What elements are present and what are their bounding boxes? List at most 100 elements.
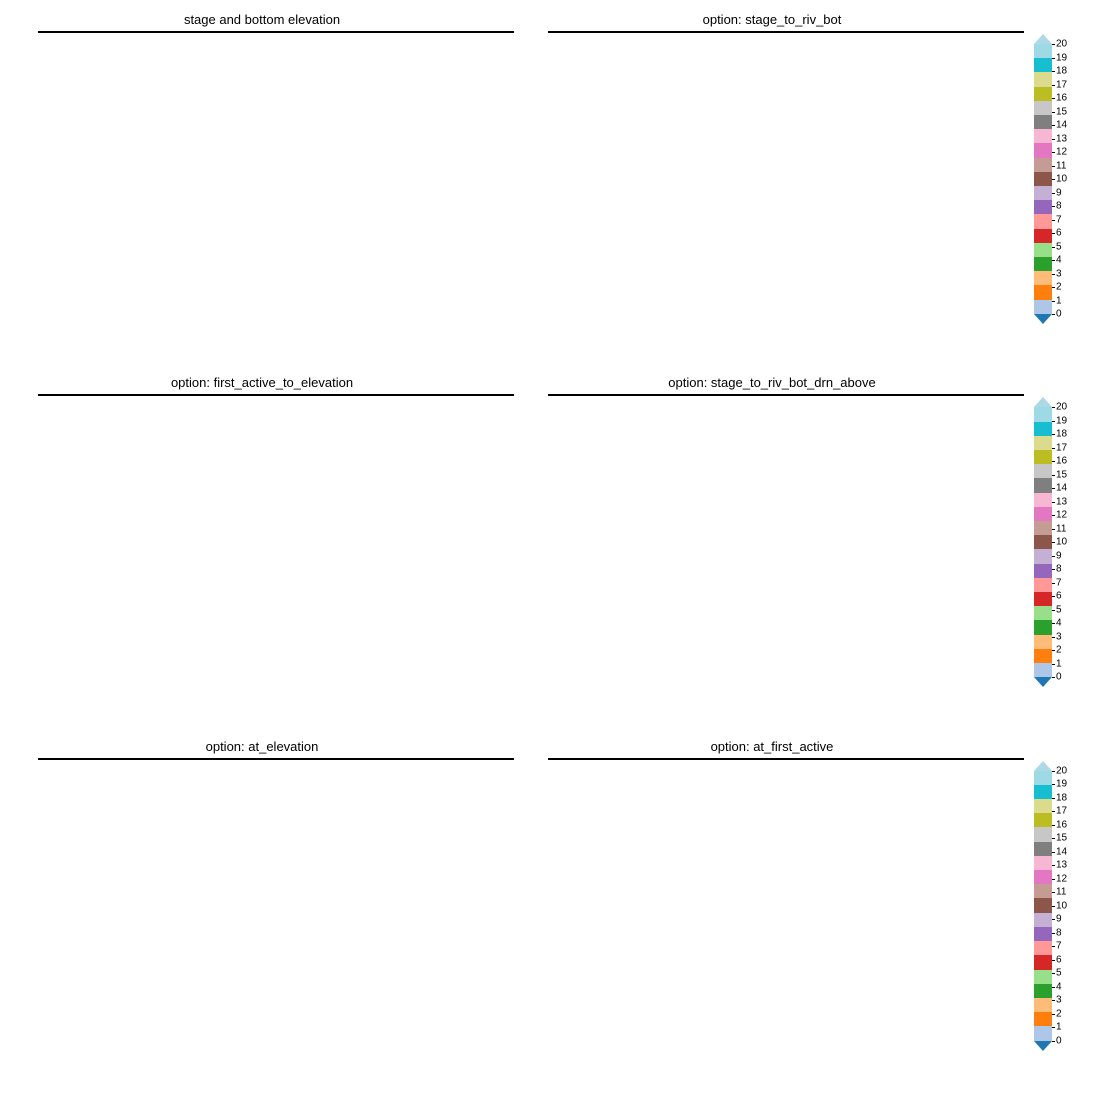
cbar-tick-label: 2 bbox=[1056, 1008, 1062, 1019]
panel-1-1: option: stage_to_riv_bot_drn_above -20246… bbox=[520, 373, 1024, 726]
cbar-tick-label: 12 bbox=[1056, 873, 1067, 884]
cbar-seg bbox=[1034, 507, 1052, 521]
cbar-tick-label: 9 bbox=[1056, 187, 1062, 198]
cbar-seg bbox=[1034, 620, 1052, 634]
cbar-tick-label: 0 bbox=[1056, 1035, 1062, 1046]
panel-title: option: stage_to_riv_bot_drn_above bbox=[520, 375, 1024, 390]
cbar-seg bbox=[1034, 172, 1052, 186]
cbar-seg bbox=[1034, 478, 1052, 492]
cbar-tick-label: 10 bbox=[1056, 900, 1067, 911]
cbar-tick-label: 7 bbox=[1056, 214, 1062, 225]
cbar-seg bbox=[1034, 300, 1052, 314]
cbar-seg bbox=[1034, 143, 1052, 157]
cbar-seg bbox=[1034, 1026, 1052, 1040]
cbar-seg bbox=[1034, 271, 1052, 285]
cbar-tick-label: 4 bbox=[1056, 981, 1062, 992]
cbar-seg bbox=[1034, 927, 1052, 941]
cbar-tick-label: 2 bbox=[1056, 645, 1062, 656]
cbar-tick-label: 4 bbox=[1056, 618, 1062, 629]
cbar-extend-bottom bbox=[1034, 1041, 1052, 1051]
cbar-tick-label: 2 bbox=[1056, 282, 1062, 293]
cbar-tick-label: 19 bbox=[1056, 52, 1067, 63]
cbar-seg bbox=[1034, 1012, 1052, 1026]
panel-title: option: stage_to_riv_bot bbox=[520, 12, 1024, 27]
cbar-extend-bottom bbox=[1034, 677, 1052, 687]
cbar-seg bbox=[1034, 101, 1052, 115]
cbar-tick-label: 18 bbox=[1056, 66, 1067, 77]
axes: -202468 bbox=[38, 394, 514, 396]
colorbar: 01234567891011121314151617181920 bbox=[1030, 10, 1090, 363]
cbar-tick-label: 13 bbox=[1056, 133, 1067, 144]
cbar-seg bbox=[1034, 998, 1052, 1012]
cbar-tick-label: 18 bbox=[1056, 429, 1067, 440]
cbar-seg bbox=[1034, 243, 1052, 257]
cbar-tick-label: 17 bbox=[1056, 79, 1067, 90]
cbar-seg bbox=[1034, 785, 1052, 799]
cbar-seg bbox=[1034, 158, 1052, 172]
cbar-tick-label: 10 bbox=[1056, 537, 1067, 548]
cbar-seg bbox=[1034, 606, 1052, 620]
cbar-tick-label: 5 bbox=[1056, 968, 1062, 979]
cbar-tick-label: 8 bbox=[1056, 927, 1062, 938]
cbar-tick-label: 1 bbox=[1056, 295, 1062, 306]
cbar-seg bbox=[1034, 649, 1052, 663]
cbar-seg bbox=[1034, 842, 1052, 856]
cbar-tick-label: 6 bbox=[1056, 591, 1062, 602]
cbar-tick-label: 19 bbox=[1056, 415, 1067, 426]
axes: -202468 bbox=[548, 31, 1024, 33]
cbar-seg bbox=[1034, 214, 1052, 228]
cbar-seg bbox=[1034, 578, 1052, 592]
cbar-extend-bottom bbox=[1034, 314, 1052, 324]
cbar-tick-label: 3 bbox=[1056, 631, 1062, 642]
cbar-seg bbox=[1034, 827, 1052, 841]
cbar-tick-label: 5 bbox=[1056, 241, 1062, 252]
panel-0-1: option: stage_to_riv_bot -202468 bbox=[520, 10, 1024, 363]
colorbar: 01234567891011121314151617181920 bbox=[1030, 737, 1090, 1090]
axes: -202468 bbox=[548, 394, 1024, 396]
cbar-tick-label: 7 bbox=[1056, 941, 1062, 952]
cbar-seg bbox=[1034, 663, 1052, 677]
cbar-seg bbox=[1034, 58, 1052, 72]
cbar-seg bbox=[1034, 970, 1052, 984]
cbar-tick-label: 0 bbox=[1056, 672, 1062, 683]
cbar-seg bbox=[1034, 635, 1052, 649]
cbar-seg bbox=[1034, 44, 1052, 58]
cbar-tick-label: 17 bbox=[1056, 442, 1067, 453]
cbar-tick-label: 6 bbox=[1056, 228, 1062, 239]
panel-title: option: first_active_to_elevation bbox=[10, 375, 514, 390]
cbar-tick-label: 20 bbox=[1056, 39, 1067, 50]
cbar-tick-label: 19 bbox=[1056, 779, 1067, 790]
cbar-tick-label: 6 bbox=[1056, 954, 1062, 965]
cbar-seg bbox=[1034, 884, 1052, 898]
cbar-tick-label: 16 bbox=[1056, 456, 1067, 467]
cbar-seg bbox=[1034, 285, 1052, 299]
panel-title: stage and bottom elevation bbox=[10, 12, 514, 27]
cbar-seg bbox=[1034, 186, 1052, 200]
cbar-extend-top bbox=[1034, 34, 1052, 44]
panel-0-0: stage and bottom elevation -202468 bbox=[10, 10, 514, 363]
cbar-tick-label: 0 bbox=[1056, 309, 1062, 320]
axes: -202468 bbox=[38, 31, 514, 33]
cbar-tick-label: 14 bbox=[1056, 120, 1067, 131]
cbar-seg bbox=[1034, 450, 1052, 464]
cbar-tick-label: 16 bbox=[1056, 819, 1067, 830]
cbar-seg bbox=[1034, 984, 1052, 998]
cbar-seg bbox=[1034, 535, 1052, 549]
cbar-extend-top bbox=[1034, 397, 1052, 407]
axes: -20246805001000150020002500 bbox=[38, 758, 514, 760]
cbar-tick-label: 18 bbox=[1056, 792, 1067, 803]
axes: -20246805001000150020002500 bbox=[548, 758, 1024, 760]
cbar-seg bbox=[1034, 407, 1052, 421]
cbar-seg bbox=[1034, 870, 1052, 884]
cbar-tick-label: 11 bbox=[1056, 887, 1066, 898]
cbar-seg bbox=[1034, 941, 1052, 955]
cbar-tick-label: 10 bbox=[1056, 174, 1067, 185]
cbar-seg bbox=[1034, 257, 1052, 271]
cbar-tick-label: 17 bbox=[1056, 806, 1067, 817]
cbar-seg bbox=[1034, 115, 1052, 129]
cbar-tick-label: 14 bbox=[1056, 483, 1067, 494]
colorbar: 01234567891011121314151617181920 bbox=[1030, 373, 1090, 726]
cbar-seg bbox=[1034, 229, 1052, 243]
cbar-tick-label: 11 bbox=[1056, 160, 1066, 171]
cbar-tick-label: 4 bbox=[1056, 255, 1062, 266]
